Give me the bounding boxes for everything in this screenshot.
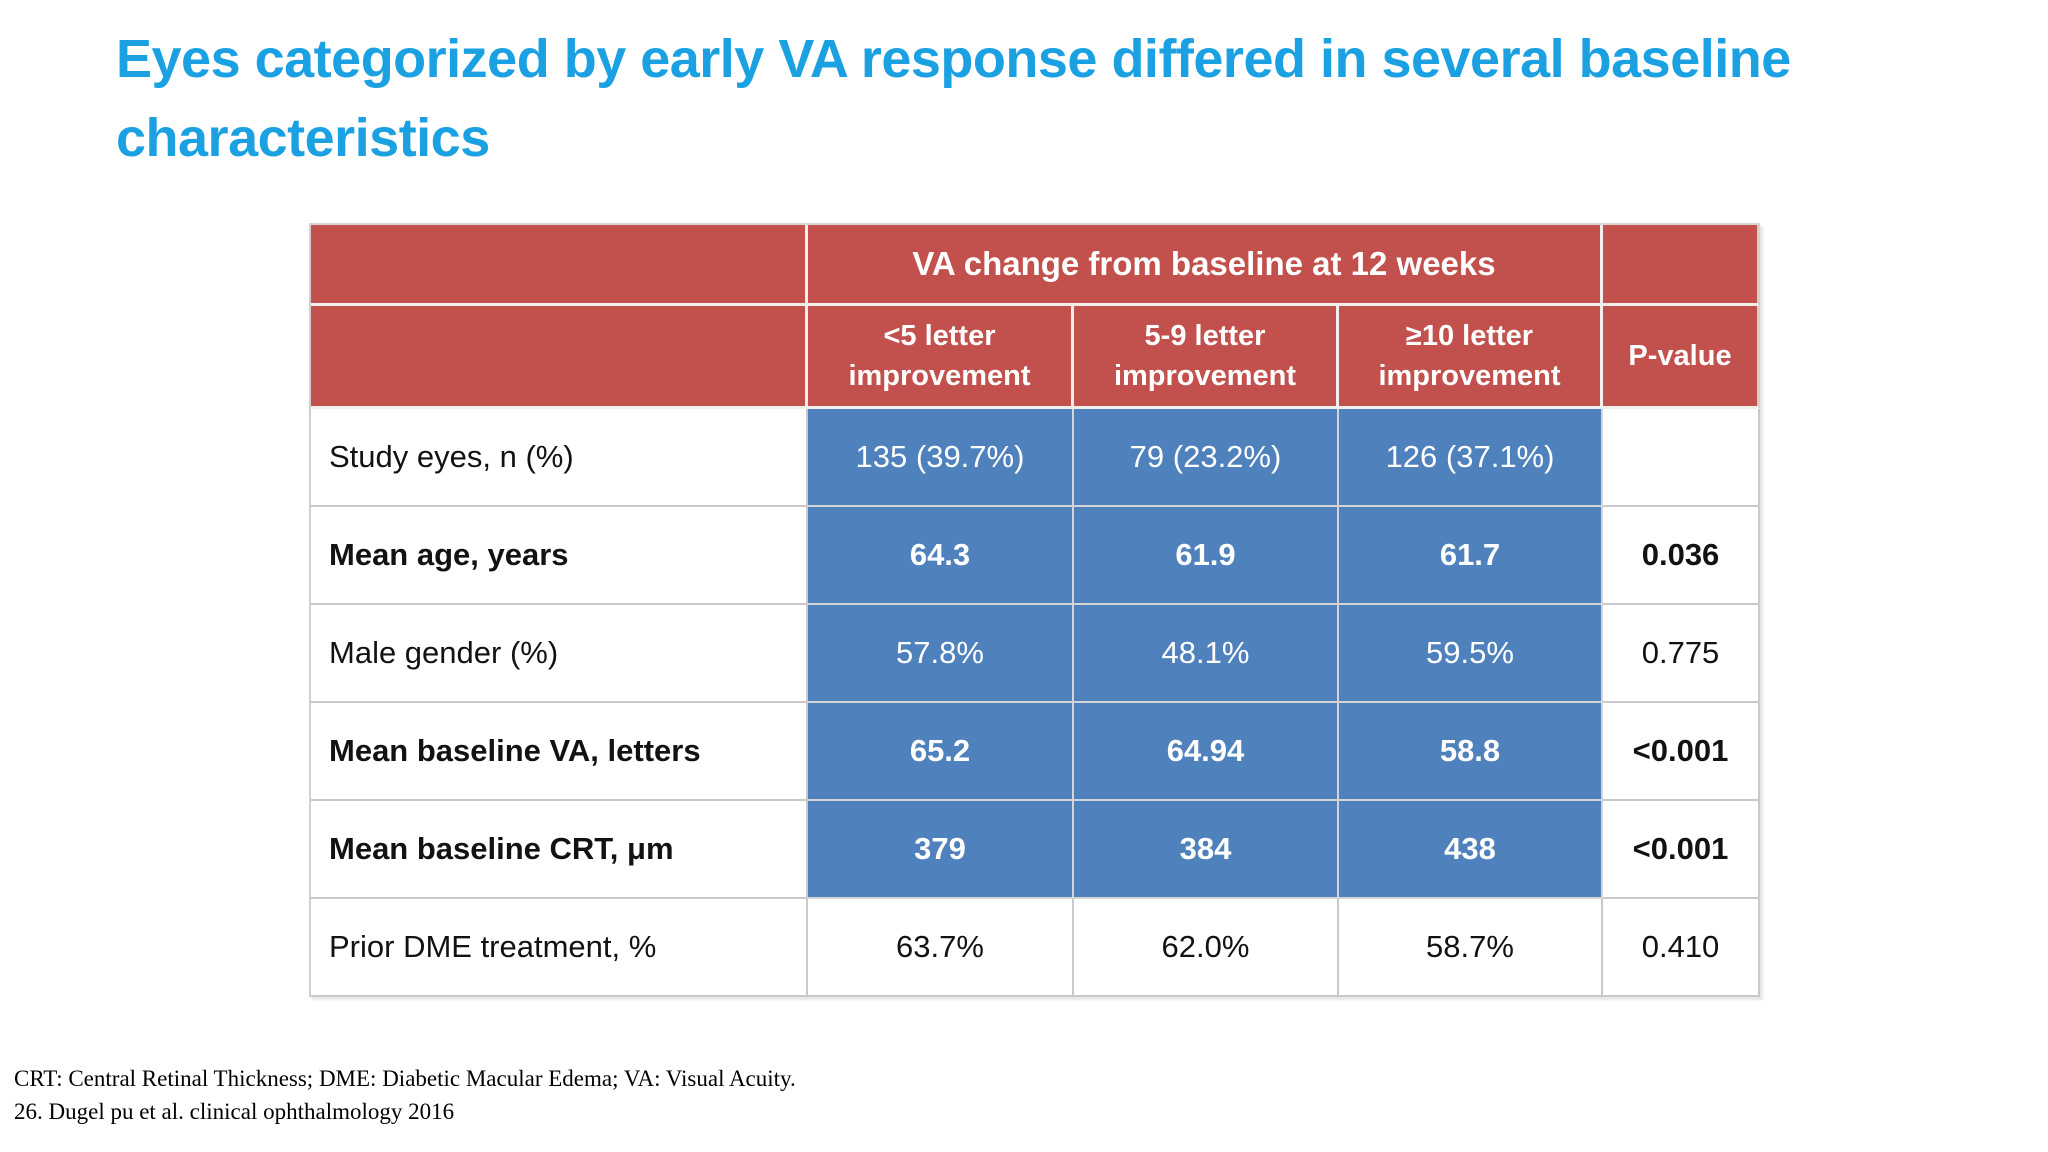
row-value-lt5: 379 (808, 801, 1074, 899)
row-value-ge10: 61.7 (1339, 507, 1604, 605)
row-value-5to9: 48.1% (1074, 605, 1339, 703)
table-row: Mean age, years 64.3 61.9 61.7 0.036 (311, 507, 1761, 605)
header-columns-row: <5 letter improvement 5-9 letter improve… (311, 306, 1761, 409)
row-value-lt5: 65.2 (808, 703, 1074, 801)
row-pvalue (1603, 409, 1761, 507)
row-value-5to9: 64.94 (1074, 703, 1339, 801)
row-pvalue: 0.775 (1603, 605, 1761, 703)
row-pvalue: <0.001 (1603, 703, 1761, 801)
header-col-5to9-letter: 5-9 letter improvement (1074, 306, 1339, 409)
row-label: Study eyes, n (%) (311, 409, 808, 507)
footnote-abbreviations: CRT: Central Retinal Thickness; DME: Dia… (14, 1066, 796, 1091)
row-value-ge10: 126 (37.1%) (1339, 409, 1604, 507)
row-value-lt5: 135 (39.7%) (808, 409, 1074, 507)
footnote: CRT: Central Retinal Thickness; DME: Dia… (14, 1062, 796, 1128)
row-value-ge10: 58.8 (1339, 703, 1604, 801)
row-pvalue: 0.036 (1603, 507, 1761, 605)
table-row: Mean baseline VA, letters 65.2 64.94 58.… (311, 703, 1761, 801)
row-label: Mean baseline CRT, μm (311, 801, 808, 899)
header-group-row: VA change from baseline at 12 weeks (311, 225, 1761, 306)
slide-title-line1: Eyes categorized by early VA response di… (116, 29, 1791, 89)
header-empty-label-top (311, 225, 808, 306)
row-value-5to9: 62.0% (1074, 899, 1339, 997)
row-pvalue: <0.001 (1603, 801, 1761, 899)
table-body: Study eyes, n (%) 135 (39.7%) 79 (23.2%)… (311, 409, 1761, 997)
row-pvalue: 0.410 (1603, 899, 1761, 997)
row-label: Prior DME treatment, % (311, 899, 808, 997)
row-value-lt5: 64.3 (808, 507, 1074, 605)
table-row: Study eyes, n (%) 135 (39.7%) 79 (23.2%)… (311, 409, 1761, 507)
slide-title: Eyes categorized by early VA response di… (116, 20, 1791, 178)
header-col-lt5-letter: <5 letter improvement (808, 306, 1074, 409)
row-value-ge10: 438 (1339, 801, 1604, 899)
header-group-title: VA change from baseline at 12 weeks (808, 225, 1604, 306)
header-col-ge10-letter: ≥10 letter improvement (1339, 306, 1604, 409)
footnote-citation: 26. Dugel pu et al. clinical ophthalmolo… (14, 1099, 455, 1124)
row-value-5to9: 61.9 (1074, 507, 1339, 605)
header-col-pvalue: P-value (1603, 306, 1761, 409)
table-row: Prior DME treatment, % 63.7% 62.0% 58.7%… (311, 899, 1761, 997)
table-row: Mean baseline CRT, μm 379 384 438 <0.001 (311, 801, 1761, 899)
row-label: Mean baseline VA, letters (311, 703, 808, 801)
row-label: Male gender (%) (311, 605, 808, 703)
header-empty-pvalue-top (1603, 225, 1761, 306)
slide-title-line2: characteristics (116, 108, 490, 168)
row-label: Mean age, years (311, 507, 808, 605)
table-header: VA change from baseline at 12 weeks <5 l… (311, 225, 1761, 409)
row-value-ge10: 59.5% (1339, 605, 1604, 703)
baseline-characteristics-table: VA change from baseline at 12 weeks <5 l… (309, 223, 1761, 997)
header-empty-label (311, 306, 808, 409)
row-value-5to9: 79 (23.2%) (1074, 409, 1339, 507)
row-value-ge10: 58.7% (1339, 899, 1604, 997)
table-row: Male gender (%) 57.8% 48.1% 59.5% 0.775 (311, 605, 1761, 703)
row-value-lt5: 63.7% (808, 899, 1074, 997)
row-value-lt5: 57.8% (808, 605, 1074, 703)
row-value-5to9: 384 (1074, 801, 1339, 899)
